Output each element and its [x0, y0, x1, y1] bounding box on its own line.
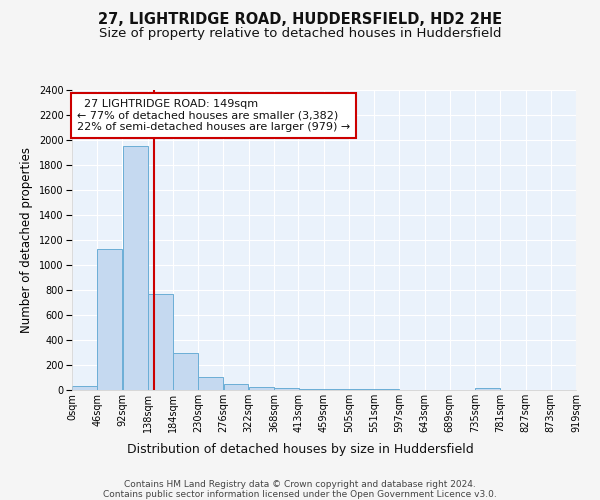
Bar: [224, 384, 248, 390]
Bar: [299, 389, 323, 390]
Bar: [249, 387, 274, 390]
Text: Distribution of detached houses by size in Huddersfield: Distribution of detached houses by size …: [127, 442, 473, 456]
Y-axis label: Number of detached properties: Number of detached properties: [20, 147, 34, 333]
Text: Size of property relative to detached houses in Huddersfield: Size of property relative to detached ho…: [99, 28, 501, 40]
Bar: [97, 248, 122, 390]
Bar: [72, 386, 97, 390]
Bar: [148, 294, 173, 390]
Bar: [475, 388, 500, 390]
Bar: [122, 146, 148, 390]
Bar: [173, 353, 198, 390]
Text: Contains HM Land Registry data © Crown copyright and database right 2024.
Contai: Contains HM Land Registry data © Crown c…: [103, 480, 497, 500]
Text: 27 LIGHTRIDGE ROAD: 149sqm
← 77% of detached houses are smaller (3,382)
22% of s: 27 LIGHTRIDGE ROAD: 149sqm ← 77% of deta…: [77, 99, 350, 132]
Bar: [198, 377, 223, 390]
Text: 27, LIGHTRIDGE ROAD, HUDDERSFIELD, HD2 2HE: 27, LIGHTRIDGE ROAD, HUDDERSFIELD, HD2 2…: [98, 12, 502, 28]
Bar: [274, 388, 299, 390]
